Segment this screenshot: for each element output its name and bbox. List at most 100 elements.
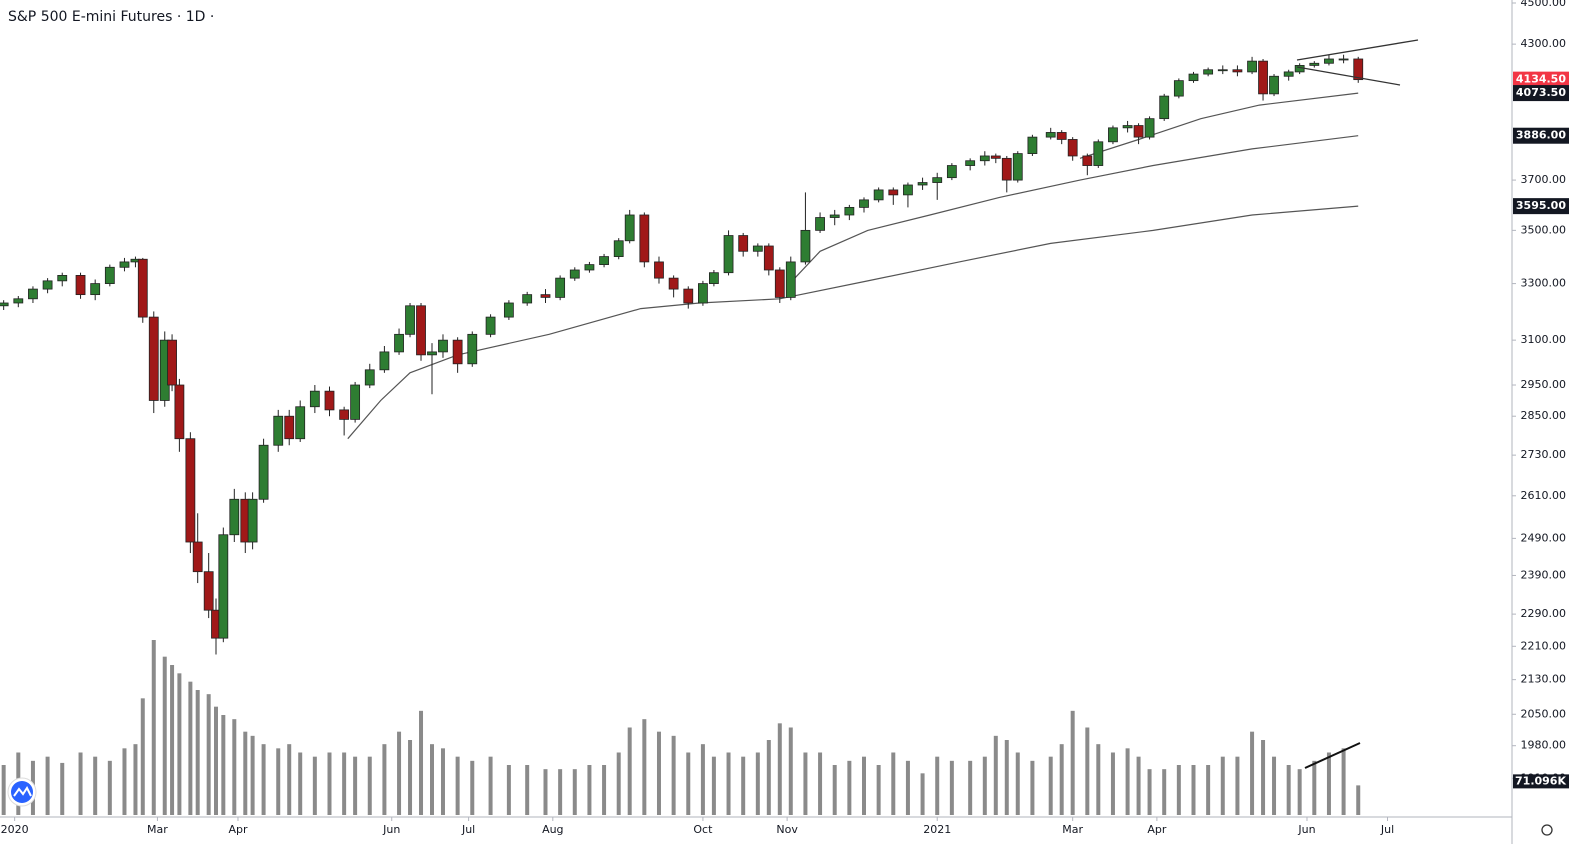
candle-body [13, 298, 24, 304]
candle-body [859, 199, 869, 208]
volume-bar [766, 740, 771, 815]
candle-body [829, 214, 840, 218]
candle-body [427, 351, 437, 356]
candle-body [416, 305, 426, 356]
candle-body [28, 288, 38, 300]
x-tick-label: Apr [1147, 823, 1167, 836]
trendline-lower [1296, 66, 1401, 86]
volume-bar [1341, 748, 1346, 815]
volume-bar [1261, 740, 1266, 815]
candle-body [309, 390, 320, 408]
candle-body [1269, 75, 1279, 95]
volume-bar [1110, 752, 1115, 815]
y-tick-label: 2850.00 [1521, 409, 1567, 422]
price-tag [1513, 127, 1569, 144]
candle-body [888, 189, 899, 196]
volume-bar [935, 756, 940, 815]
plot [0, 54, 1364, 815]
candle-body [1001, 157, 1012, 181]
volume-bar [1250, 731, 1255, 815]
volume-bar [862, 756, 866, 815]
volume-bar [177, 673, 182, 815]
candle-body [785, 261, 796, 298]
y-tick-label: 3100.00 [1521, 333, 1567, 346]
volume-bar [832, 765, 837, 815]
candle-body [75, 275, 86, 296]
volume-bar [602, 765, 607, 815]
candle-body [1027, 136, 1038, 154]
volume-bar [788, 727, 793, 815]
volume-bar [1326, 752, 1331, 815]
y-tick-label: 2730.00 [1521, 448, 1567, 461]
x-tick-label: Nov [776, 823, 798, 836]
volume-bar [1176, 765, 1181, 815]
candle-body [1188, 73, 1199, 82]
y-tick-label: 2050.00 [1521, 707, 1567, 720]
volume-bar [506, 765, 511, 815]
volume-bar [876, 765, 881, 815]
chart-title: S&P 500 E-mini Futures · 1D · [8, 9, 214, 25]
candle-body [1309, 62, 1320, 66]
candle-body [1082, 155, 1093, 166]
volume-bar [993, 735, 998, 815]
candle-body [192, 541, 203, 573]
volume-bar [1286, 765, 1291, 815]
candle-body [613, 240, 624, 257]
x-tick-label: 2021 [923, 823, 951, 836]
candle-body [932, 177, 943, 183]
volume-bar [261, 744, 266, 815]
volume-bar [93, 756, 98, 815]
volume-bar [1312, 760, 1317, 815]
volume-bar [1015, 752, 1020, 815]
volume-bar [711, 756, 716, 815]
volume-bar [920, 773, 925, 815]
volume-bar [151, 640, 156, 815]
volume-bar [170, 665, 175, 815]
volume-bar [525, 765, 530, 815]
volume-bar [949, 760, 954, 815]
volume-trendline [1304, 742, 1361, 769]
y-tick-label: 3300.00 [1521, 277, 1567, 290]
logo [7, 777, 37, 807]
candle-body [1338, 58, 1349, 61]
candle-body [1108, 127, 1118, 143]
candle-body [990, 155, 1001, 159]
volume-bar [1048, 756, 1053, 815]
candle-body [467, 333, 478, 365]
candle-body [364, 369, 375, 386]
volume-bar [1004, 740, 1009, 815]
volume-bar [777, 723, 782, 815]
candle-body [1122, 125, 1133, 129]
volume-bar [206, 694, 211, 815]
volume-bar [982, 756, 987, 815]
candle-body [0, 302, 9, 307]
candle-body [295, 406, 306, 440]
y-tick-label: 3700.00 [1521, 173, 1567, 186]
candle-body [379, 351, 390, 371]
candle-body [1353, 58, 1364, 81]
settings-icon[interactable] [1541, 824, 1553, 836]
candle-body [540, 294, 551, 298]
candle-body [738, 235, 749, 252]
candle-body [174, 384, 185, 440]
candle-body [654, 261, 664, 279]
volume-bar [188, 681, 193, 815]
price-tag [1513, 71, 1569, 88]
candle-body [1173, 80, 1184, 97]
candle-body [800, 229, 811, 263]
price-tag-label: 4134.50 [1516, 73, 1566, 86]
volume-bar [1272, 756, 1277, 815]
y-tick-label: 4500.00 [1521, 0, 1567, 9]
candle-body [203, 571, 214, 611]
volume-bar [671, 735, 676, 815]
volume-bar [107, 760, 112, 815]
volume-bar [1070, 710, 1075, 815]
moving-average [347, 205, 1359, 440]
volume-bar [1191, 765, 1196, 815]
candle-body [438, 339, 448, 353]
candle-body [1258, 60, 1268, 95]
candle-body [1056, 132, 1067, 140]
candle-body [522, 294, 533, 304]
x-tick-label: Mar [147, 823, 168, 836]
